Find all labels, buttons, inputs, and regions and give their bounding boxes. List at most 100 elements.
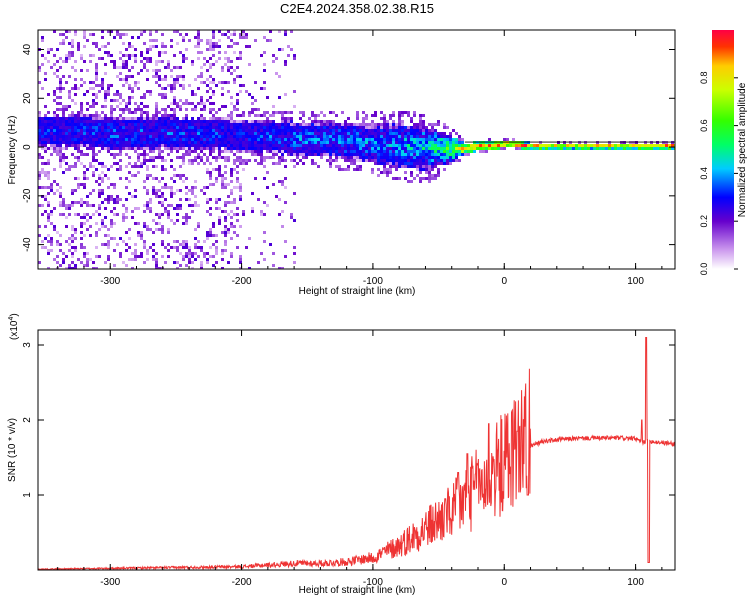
heatmap-cell bbox=[221, 69, 224, 72]
heatmap-cell bbox=[239, 150, 242, 153]
heatmap-cell bbox=[584, 144, 587, 147]
heatmap-cell bbox=[53, 129, 56, 132]
heatmap-cell bbox=[152, 189, 155, 192]
heatmap-cell bbox=[401, 114, 404, 117]
heatmap-cell bbox=[410, 135, 413, 138]
heatmap-cell bbox=[122, 135, 125, 138]
heatmap-cell bbox=[107, 126, 110, 129]
heatmap-cell bbox=[428, 165, 431, 168]
heatmap-cell bbox=[368, 150, 371, 153]
heatmap-cell bbox=[644, 141, 647, 144]
heatmap-cell bbox=[359, 135, 362, 138]
heatmap-cell bbox=[83, 186, 86, 189]
heatmap-cell bbox=[272, 129, 275, 132]
heatmap-cell bbox=[68, 135, 71, 138]
heatmap-cell bbox=[119, 72, 122, 75]
heatmap-cell bbox=[38, 177, 41, 180]
heatmap-cell bbox=[185, 102, 188, 105]
heatmap-cell bbox=[74, 129, 77, 132]
heatmap-cell bbox=[299, 141, 302, 144]
heatmap-cell bbox=[281, 267, 284, 269]
heatmap-cell bbox=[305, 141, 308, 144]
heatmap-cell bbox=[122, 141, 125, 144]
heatmap-cell bbox=[86, 204, 89, 207]
heatmap-cell bbox=[161, 156, 164, 159]
heatmap-cell bbox=[167, 123, 170, 126]
heatmap-cell bbox=[317, 123, 320, 126]
heatmap-cell bbox=[284, 159, 287, 162]
heatmap-cell bbox=[56, 150, 59, 153]
heatmap-cell bbox=[248, 93, 251, 96]
heatmap-cell bbox=[470, 150, 473, 153]
heatmap-cell bbox=[68, 213, 71, 216]
heatmap-cell bbox=[107, 168, 110, 171]
heatmap-cell bbox=[47, 192, 50, 195]
heatmap-cell bbox=[131, 126, 134, 129]
heatmap-cell bbox=[89, 33, 92, 36]
heatmap-cell bbox=[146, 252, 149, 255]
heatmap-cell bbox=[320, 153, 323, 156]
heatmap-cell bbox=[50, 138, 53, 141]
heatmap-cell bbox=[347, 123, 350, 126]
heatmap-cell bbox=[194, 150, 197, 153]
heatmap-cell bbox=[131, 135, 134, 138]
heatmap-cell bbox=[149, 123, 152, 126]
heatmap-cell bbox=[143, 120, 146, 123]
heatmap-cell bbox=[56, 96, 59, 99]
heatmap-cell bbox=[176, 267, 179, 269]
heatmap-cell bbox=[209, 255, 212, 258]
heatmap-cell bbox=[416, 138, 419, 141]
heatmap-cell bbox=[71, 123, 74, 126]
heatmap-cell bbox=[428, 129, 431, 132]
heatmap-cell bbox=[56, 126, 59, 129]
heatmap-cell bbox=[443, 156, 446, 159]
heatmap-cell bbox=[263, 159, 266, 162]
heatmap-cell bbox=[236, 135, 239, 138]
heatmap-cell bbox=[395, 138, 398, 141]
heatmap-cell bbox=[203, 102, 206, 105]
heatmap-cell bbox=[83, 45, 86, 48]
heatmap-cell bbox=[173, 99, 176, 102]
heatmap-cell bbox=[74, 114, 77, 117]
heatmap-cell bbox=[146, 228, 149, 231]
heatmap-cell bbox=[59, 141, 62, 144]
heatmap-cell bbox=[125, 198, 128, 201]
heatmap-cell bbox=[227, 45, 230, 48]
heatmap-cell bbox=[413, 138, 416, 141]
heatmap-cell bbox=[122, 204, 125, 207]
heatmap-cell bbox=[167, 132, 170, 135]
heatmap-cell bbox=[128, 54, 131, 57]
heatmap-cell bbox=[233, 201, 236, 204]
heatmap-cell bbox=[71, 54, 74, 57]
heatmap-cell bbox=[299, 147, 302, 150]
heatmap-cell bbox=[389, 123, 392, 126]
heatmap-cell bbox=[281, 48, 284, 51]
heatmap-cell bbox=[455, 150, 458, 153]
heatmap-cell bbox=[125, 147, 128, 150]
heatmap-cell bbox=[392, 123, 395, 126]
heatmap-cell bbox=[131, 195, 134, 198]
heatmap-cell bbox=[83, 177, 86, 180]
heatmap-cell bbox=[248, 135, 251, 138]
heatmap-cell bbox=[272, 54, 275, 57]
heatmap-cell bbox=[149, 33, 152, 36]
heatmap-cell bbox=[155, 132, 158, 135]
heatmap-cell bbox=[557, 147, 560, 150]
heatmap-cell bbox=[146, 51, 149, 54]
heatmap-cell bbox=[146, 126, 149, 129]
heatmap-cell bbox=[239, 198, 242, 201]
heatmap-cell bbox=[185, 150, 188, 153]
heatmap-cell bbox=[410, 153, 413, 156]
heatmap-cell bbox=[62, 120, 65, 123]
heatmap-cell bbox=[191, 138, 194, 141]
heatmap-cell bbox=[281, 135, 284, 138]
heatmap-cell bbox=[419, 123, 422, 126]
heatmap-cell bbox=[104, 138, 107, 141]
heatmap-cell bbox=[134, 102, 137, 105]
heatmap-cell bbox=[419, 147, 422, 150]
heatmap-cell bbox=[236, 207, 239, 210]
heatmap-cell bbox=[551, 147, 554, 150]
heatmap-cell bbox=[374, 153, 377, 156]
heatmap-cell bbox=[83, 255, 86, 258]
heatmap-cell bbox=[248, 150, 251, 153]
